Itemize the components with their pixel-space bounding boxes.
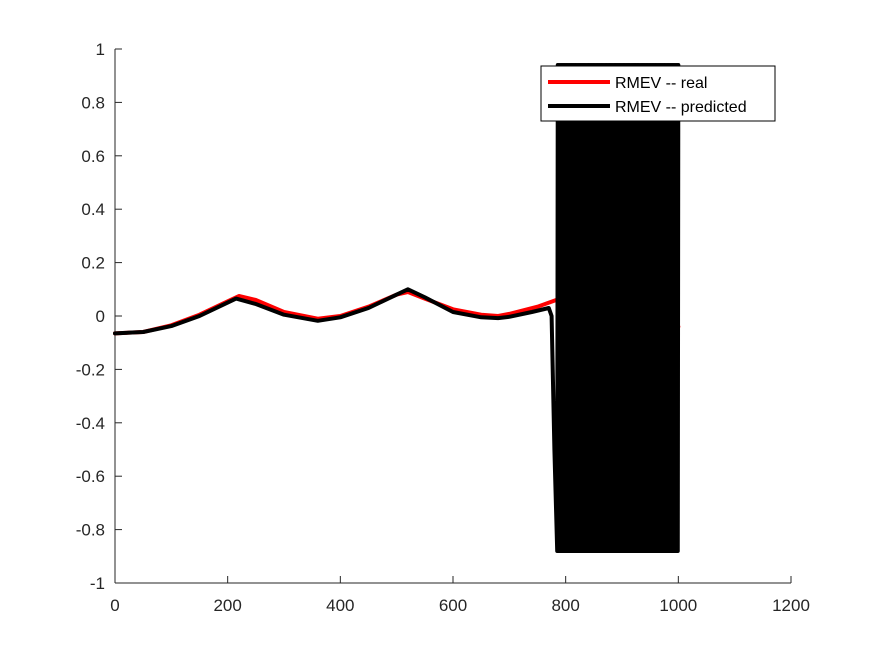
series-line-predicted (113, 63, 681, 553)
x-tick-label: 0 (110, 596, 119, 615)
y-tick-label: 0.4 (81, 200, 105, 219)
x-tick-label: 800 (551, 596, 579, 615)
y-tick-label: -0.6 (76, 467, 105, 486)
y-tick-label: -0.2 (76, 360, 105, 379)
y-tick-label: 0 (96, 307, 105, 326)
y-tick-label: -1 (90, 574, 105, 593)
x-tick-label: 400 (326, 596, 354, 615)
legend-box (540, 65, 776, 122)
y-tick-label: -0.8 (76, 521, 105, 540)
legend: RMEV -- real RMEV -- predicted (540, 65, 776, 122)
axes: 0 200 400 600 800 1000 1200 -1 -0.8 -0.6 -0.4 -0.2 0… (76, 40, 810, 615)
y-tick-label: 0.8 (81, 93, 105, 112)
x-tick-label: 200 (213, 596, 241, 615)
legend-label-predicted: RMEV -- predicted (615, 99, 747, 116)
y-tick-label: 0.6 (81, 147, 105, 166)
x-tick-label: 1000 (659, 596, 697, 615)
x-tick-label: 1200 (772, 596, 810, 615)
x-tick-label: 600 (439, 596, 467, 615)
plot-area (113, 63, 681, 553)
y-tick-label: 1 (96, 40, 105, 59)
y-tick-label: 0.2 (81, 254, 105, 273)
legend-label-real: RMEV -- real (615, 75, 707, 92)
y-tick-label: -0.4 (76, 414, 105, 433)
